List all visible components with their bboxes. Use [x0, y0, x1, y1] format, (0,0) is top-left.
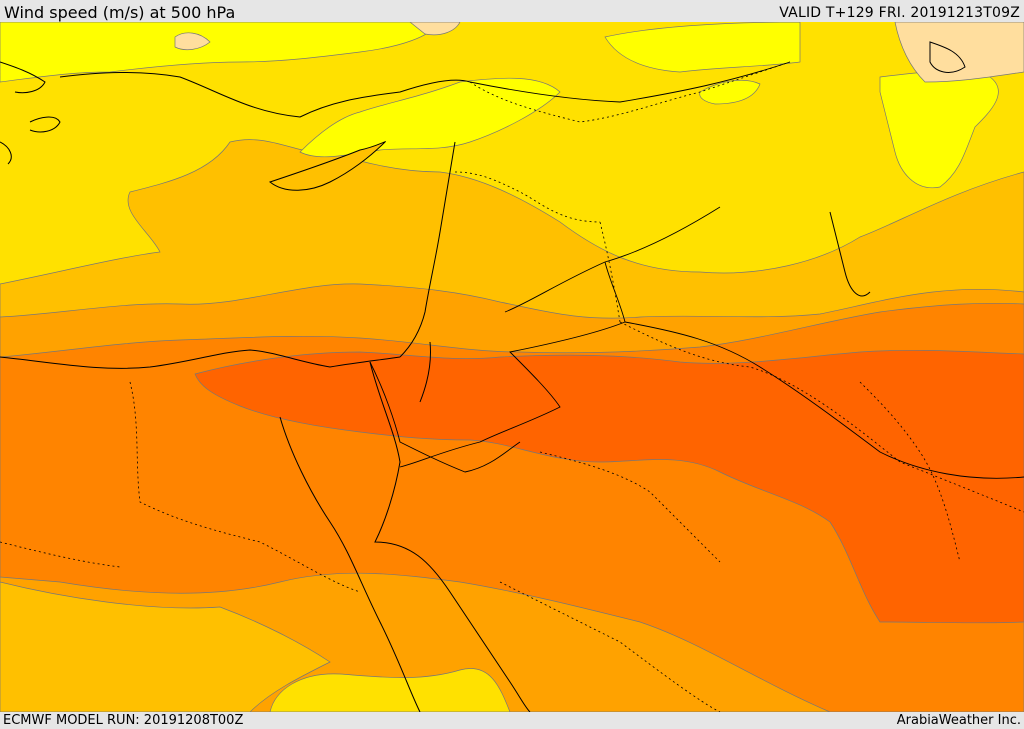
band-amber-bottom [0, 581, 331, 712]
model-run-label: ECMWF MODEL RUN: 20191208T00Z [3, 713, 244, 728]
band-very-light-3 [409, 22, 461, 36]
borders [0, 61, 1024, 712]
band-bright-yellow-1 [299, 77, 561, 158]
coastlines [0, 41, 966, 712]
weather-map [0, 22, 1024, 712]
solid-borders [369, 61, 1024, 479]
band-orange-dark [194, 349, 1024, 624]
band-bright-yellow-3 [0, 22, 441, 83]
map-title: Wind speed (m/s) at 500 hPa [4, 3, 236, 22]
band-very-light-2 [174, 32, 211, 51]
band-bright-yellow-4 [604, 22, 801, 73]
valid-time: VALID T+129 FRI. 20191213T09Z [779, 5, 1020, 21]
credit-label: ArabiaWeather Inc. [896, 713, 1021, 728]
band-bright-yellow-5 [699, 79, 761, 105]
header-bar: Wind speed (m/s) at 500 hPa VALID T+129 … [0, 0, 1024, 22]
wind-speed-field [0, 22, 1024, 712]
band-very-light-1 [894, 22, 1024, 83]
footer-bar: ECMWF MODEL RUN: 20191208T00Z ArabiaWeat… [0, 712, 1024, 729]
